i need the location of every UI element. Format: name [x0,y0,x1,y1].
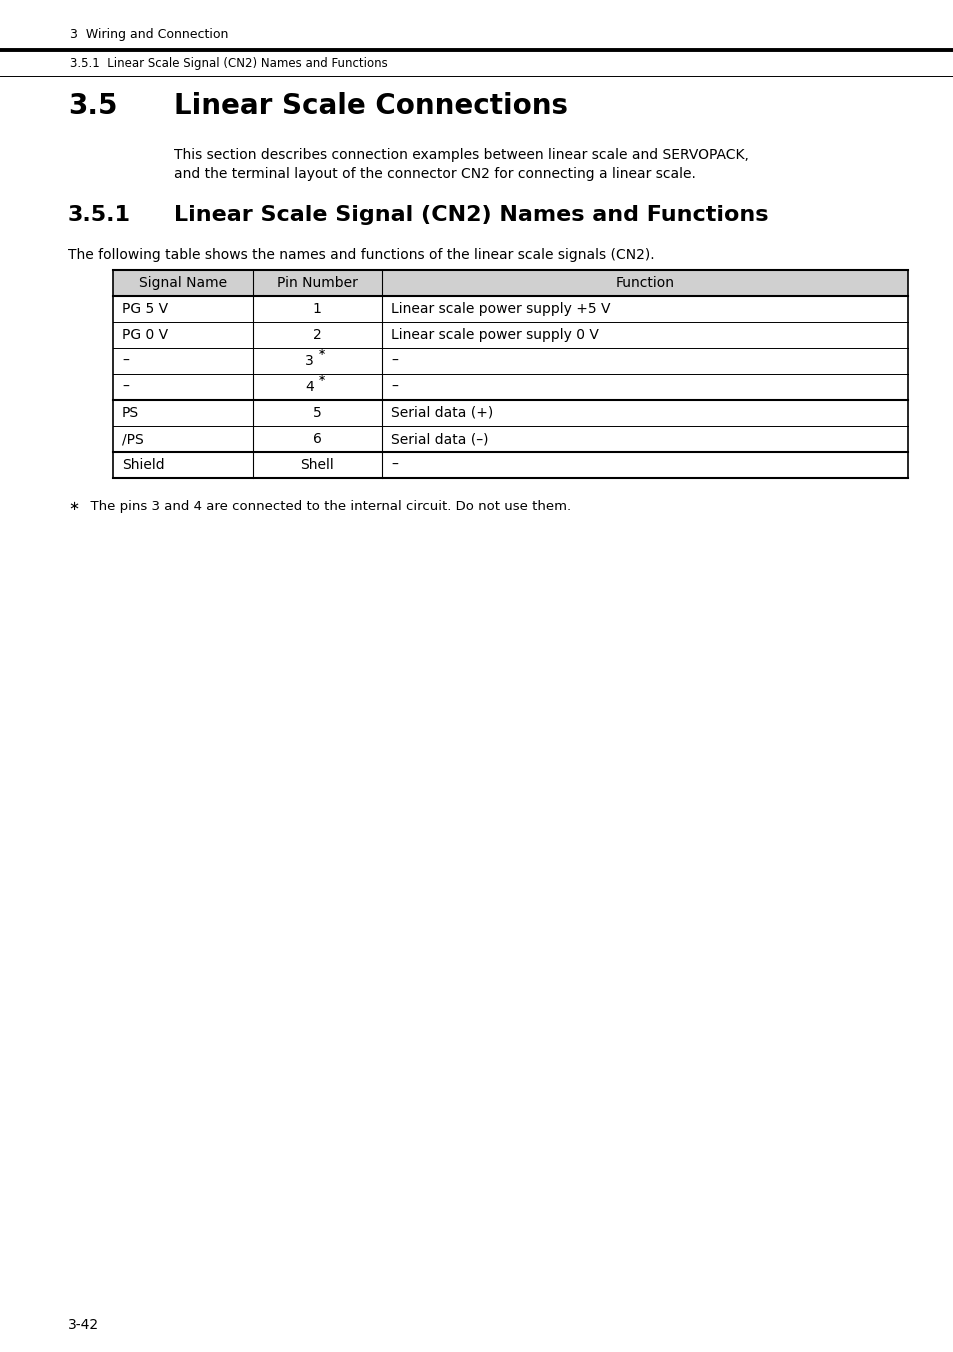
Text: 3.5.1: 3.5.1 [68,206,131,224]
Text: 3.5: 3.5 [68,92,117,120]
Text: Function: Function [615,276,674,289]
Text: 1: 1 [313,301,321,316]
Text: 3-42: 3-42 [68,1318,99,1332]
Text: 3  Wiring and Connection: 3 Wiring and Connection [70,28,228,41]
Text: Serial data (+): Serial data (+) [391,406,493,420]
Text: The pins 3 and 4 are connected to the internal circuit. Do not use them.: The pins 3 and 4 are connected to the in… [82,500,571,512]
Text: 3: 3 [305,354,314,368]
Bar [112,270,907,296]
Text: –: – [122,380,129,393]
Text: –: – [122,354,129,368]
Text: This section describes connection examples between linear scale and SERVOPACK,: This section describes connection exampl… [173,147,748,162]
Text: The following table shows the names and functions of the linear scale signals (C: The following table shows the names and … [68,247,654,262]
Text: Shield: Shield [122,458,165,472]
Text: 6: 6 [313,433,321,446]
Text: Linear scale power supply 0 V: Linear scale power supply 0 V [391,329,598,342]
Text: PG 0 V: PG 0 V [122,329,168,342]
Text: –: – [391,458,397,472]
Text: /PS: /PS [122,433,144,446]
Text: Linear Scale Signal (CN2) Names and Functions: Linear Scale Signal (CN2) Names and Func… [173,206,768,224]
Text: 2: 2 [313,329,321,342]
Text: Serial data (–): Serial data (–) [391,433,488,446]
Text: 4: 4 [305,380,314,393]
Text: PG 5 V: PG 5 V [122,301,168,316]
Text: PS: PS [122,406,139,420]
Text: Linear Scale Connections: Linear Scale Connections [173,92,567,120]
Text: –: – [391,380,397,393]
Text: 5: 5 [313,406,321,420]
Text: ∗: ∗ [317,346,326,357]
Text: ∗: ∗ [317,373,326,383]
Text: Signal Name: Signal Name [138,276,227,289]
Text: Pin Number: Pin Number [276,276,357,289]
Text: 3.5.1  Linear Scale Signal (CN2) Names and Functions: 3.5.1 Linear Scale Signal (CN2) Names an… [70,57,387,70]
Text: Shell: Shell [300,458,334,472]
Text: and the terminal layout of the connector CN2 for connecting a linear scale.: and the terminal layout of the connector… [173,168,695,181]
Text: Linear scale power supply +5 V: Linear scale power supply +5 V [391,301,610,316]
Text: ∗: ∗ [68,500,79,512]
Text: –: – [391,354,397,368]
